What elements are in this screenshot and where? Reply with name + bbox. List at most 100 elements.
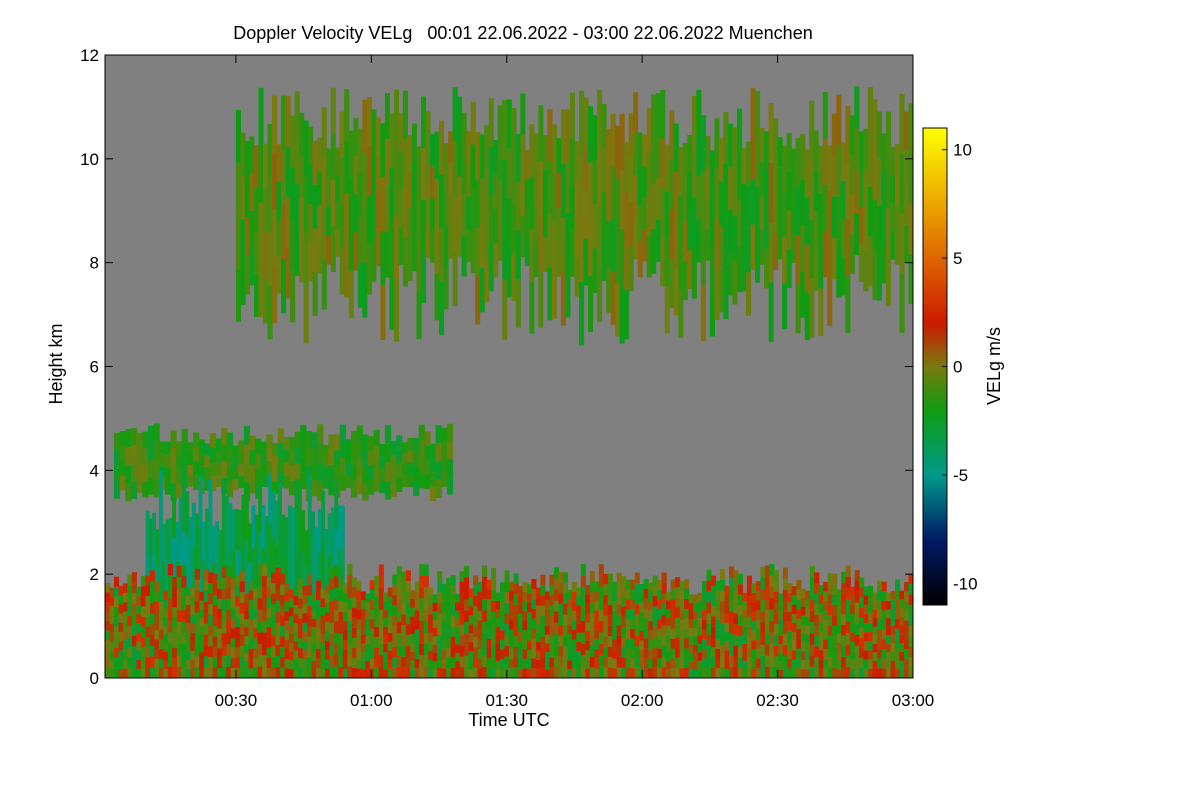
data-cell <box>203 569 209 581</box>
data-cell <box>715 609 721 620</box>
data-cell <box>390 469 397 484</box>
data-cell <box>652 667 658 678</box>
data-cell <box>533 205 539 242</box>
data-cell <box>872 643 878 653</box>
data-cell <box>367 450 375 466</box>
data-cell <box>123 649 129 660</box>
data-cell <box>432 619 438 628</box>
data-cell <box>357 128 363 174</box>
data-cell <box>254 188 260 231</box>
data-cell <box>773 602 779 614</box>
data-cell <box>724 585 730 595</box>
data-cell <box>634 635 640 647</box>
data-cell <box>850 659 856 669</box>
data-cell <box>383 626 389 636</box>
data-cell <box>814 667 820 678</box>
data-cell <box>280 594 286 606</box>
data-cell <box>325 631 331 641</box>
data-cell <box>684 638 690 649</box>
data-cell <box>571 668 577 678</box>
data-cell <box>607 604 613 616</box>
data-cell <box>491 623 497 634</box>
data-cell <box>849 194 855 235</box>
data-cell <box>298 638 304 649</box>
data-cell <box>895 648 901 659</box>
data-cell <box>209 433 217 448</box>
data-cell <box>899 608 905 617</box>
data-cell <box>347 643 353 656</box>
data-cell <box>432 644 438 653</box>
data-cell <box>720 579 726 591</box>
data-cell <box>841 635 847 647</box>
data-cell <box>724 613 730 623</box>
data-cell <box>706 656 712 668</box>
data-cell <box>464 633 470 645</box>
data-cell <box>642 198 648 230</box>
data-cell <box>178 542 183 588</box>
data-cell <box>424 445 431 461</box>
data-cell <box>504 656 510 668</box>
data-cell <box>727 209 733 253</box>
data-cell <box>580 598 586 610</box>
data-cell <box>515 133 521 183</box>
data-cell <box>297 485 302 534</box>
data-cell <box>666 634 672 644</box>
data-cell <box>172 667 178 678</box>
data-cell <box>304 604 309 642</box>
data-cell <box>642 166 648 198</box>
data-cell <box>114 576 120 587</box>
data-cell <box>329 567 335 579</box>
data-cell <box>185 586 191 596</box>
data-cell <box>284 611 290 621</box>
data-cell <box>679 590 685 601</box>
data-cell <box>244 669 250 678</box>
data-cell <box>661 583 667 594</box>
data-cell <box>428 641 434 651</box>
data-cell <box>755 648 761 659</box>
data-cell <box>867 186 873 237</box>
data-cell <box>506 247 512 298</box>
data-cell <box>320 651 326 661</box>
data-cell <box>154 601 160 611</box>
data-cell <box>702 581 708 591</box>
data-cell <box>289 651 295 661</box>
data-cell <box>863 595 869 605</box>
data-cell <box>468 624 474 634</box>
data-cell <box>275 622 281 634</box>
data-cell <box>396 577 402 589</box>
data-cell <box>344 245 350 298</box>
data-cell <box>414 610 420 621</box>
data-cell <box>787 592 793 603</box>
data-cell <box>164 481 171 495</box>
data-cell <box>165 559 170 599</box>
data-cell <box>347 666 353 678</box>
data-cell <box>263 233 269 279</box>
data-cell <box>657 648 663 659</box>
data-cell <box>868 631 874 642</box>
data-cell <box>312 141 318 185</box>
data-cell <box>316 609 322 620</box>
data-cell <box>118 613 124 623</box>
data-cell <box>535 623 541 633</box>
data-cell <box>805 625 811 635</box>
data-cell <box>482 666 488 678</box>
data-cell <box>158 658 164 669</box>
data-cell <box>841 667 847 678</box>
data-cell <box>461 112 467 154</box>
data-cell <box>405 591 411 603</box>
data-cell <box>482 655 488 667</box>
y-tick-label: 4 <box>90 461 99 480</box>
data-cell <box>715 580 721 591</box>
data-cell <box>908 657 913 668</box>
data-cell <box>477 601 483 611</box>
data-cell <box>666 609 672 618</box>
data-cell <box>152 512 157 554</box>
data-cell <box>904 225 910 263</box>
data-cell <box>895 668 901 678</box>
data-cell <box>809 644 815 656</box>
data-cell <box>226 448 234 465</box>
data-cell <box>284 649 290 659</box>
data-cell <box>187 464 194 476</box>
data-cell <box>149 570 155 582</box>
data-cell <box>380 285 386 340</box>
